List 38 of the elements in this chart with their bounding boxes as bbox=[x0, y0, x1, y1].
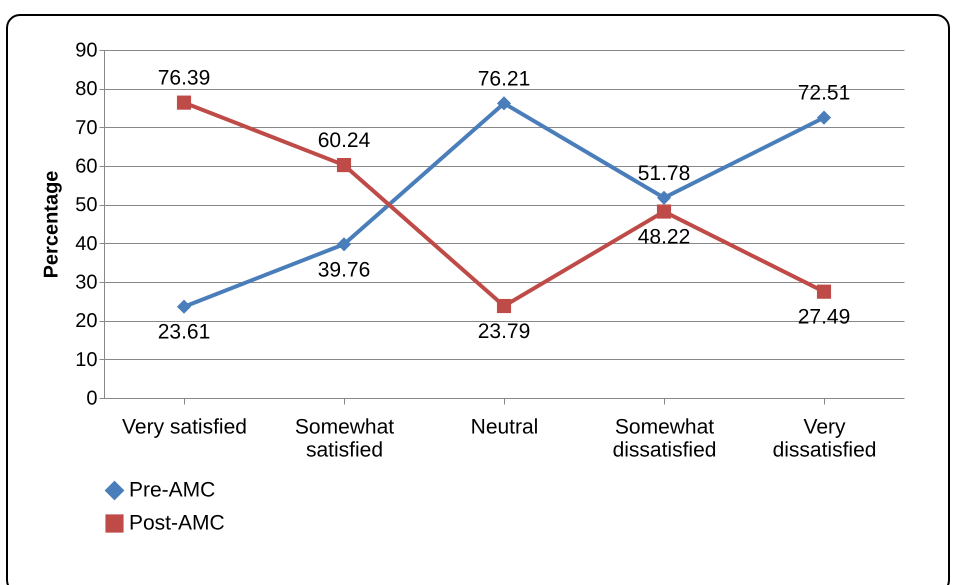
legend-label: Post-AMC bbox=[129, 512, 225, 534]
point bbox=[816, 110, 832, 125]
point bbox=[336, 158, 352, 172]
data-label: 48.22 bbox=[638, 226, 690, 249]
data-label: 60.24 bbox=[318, 129, 371, 152]
y-tick-label: 20 bbox=[75, 310, 98, 332]
point bbox=[656, 190, 672, 205]
data-label: 39.76 bbox=[318, 258, 370, 282]
y-tick-label: 90 bbox=[75, 40, 98, 62]
data-label: 76.39 bbox=[158, 66, 210, 90]
x-tick-label: Very dissatisfied bbox=[772, 416, 876, 462]
data-label: 76.21 bbox=[478, 67, 530, 90]
x-tick-label: Somewhat dissatisfied bbox=[612, 416, 716, 462]
point bbox=[656, 204, 672, 219]
y-tick-label: 60 bbox=[75, 156, 98, 178]
y-tick-label: 80 bbox=[75, 78, 98, 100]
x-tick-label: Very satisfied bbox=[122, 416, 247, 438]
point bbox=[176, 300, 192, 314]
x-tick-label: Neutral bbox=[470, 416, 538, 438]
data-label: 51.78 bbox=[638, 162, 690, 185]
y-axis-title: Percentage bbox=[40, 170, 62, 278]
y-tick-label: 0 bbox=[86, 388, 98, 410]
legend-label: Pre-AMC bbox=[129, 478, 216, 502]
point bbox=[816, 284, 832, 299]
x-tick-label: Somewhat satisfied bbox=[294, 416, 394, 462]
y-tick-label: 40 bbox=[75, 232, 98, 255]
data-label: 23.79 bbox=[478, 320, 530, 344]
point bbox=[496, 298, 512, 314]
point bbox=[336, 237, 352, 252]
y-tick-label: 30 bbox=[75, 272, 98, 294]
y-tick-label: 10 bbox=[75, 348, 98, 371]
point bbox=[176, 96, 192, 110]
data-label: 23.61 bbox=[158, 320, 210, 344]
data-label: 27.49 bbox=[798, 306, 850, 329]
point bbox=[496, 96, 512, 110]
data-label: 72.51 bbox=[798, 82, 850, 105]
y-tick-label: 70 bbox=[75, 116, 98, 139]
y-tick-label: 50 bbox=[75, 194, 98, 216]
